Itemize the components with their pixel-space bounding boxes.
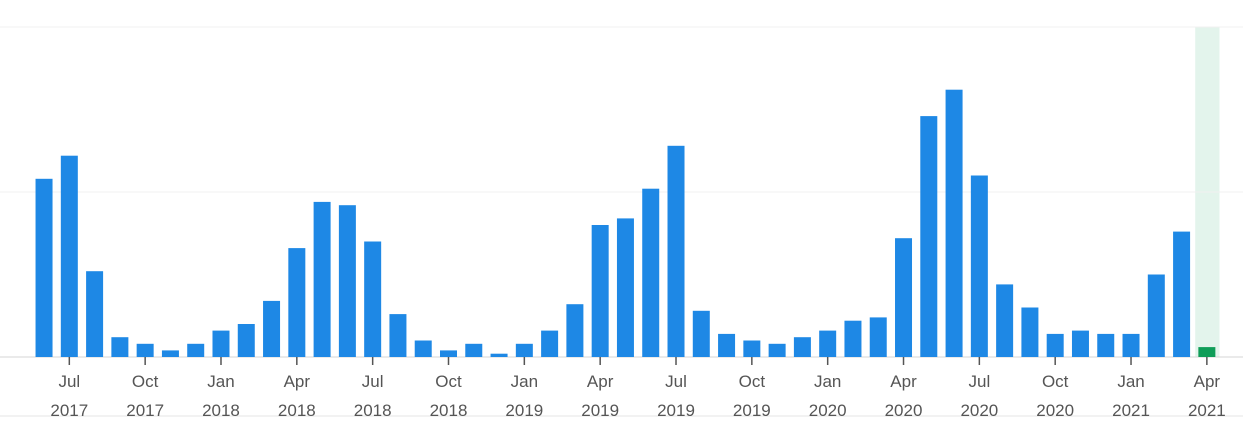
bar bbox=[136, 343, 154, 357]
x-tick-label: Jul 2020 bbox=[960, 372, 998, 420]
bar bbox=[263, 300, 281, 357]
x-tick-label: Apr 2021 bbox=[1188, 372, 1226, 420]
bar bbox=[338, 205, 356, 357]
x-tick-label: Jan 2019 bbox=[505, 372, 543, 420]
x-tick-label-line: 2018 bbox=[354, 401, 392, 420]
x-tick-label: Oct 2018 bbox=[430, 372, 468, 420]
bar bbox=[996, 284, 1014, 357]
bar bbox=[667, 145, 685, 357]
bar bbox=[161, 350, 179, 357]
bar bbox=[1198, 347, 1216, 357]
x-tick-label-line: Apr bbox=[890, 372, 917, 391]
x-tick-label-line: 2021 bbox=[1112, 401, 1150, 420]
bar bbox=[439, 350, 457, 357]
x-tick-label-line: Oct bbox=[132, 372, 159, 391]
x-tick-label-line: 2021 bbox=[1188, 401, 1226, 420]
bar bbox=[111, 337, 129, 357]
bar bbox=[743, 340, 761, 357]
x-tick-label-line: Jul bbox=[968, 372, 990, 391]
x-tick-label-line: 2020 bbox=[1036, 401, 1074, 420]
bar bbox=[566, 304, 584, 357]
x-tick-label-line: 2018 bbox=[430, 401, 468, 420]
x-tick-label-line: Jul bbox=[362, 372, 384, 391]
bar bbox=[490, 353, 508, 357]
x-tick-label: Apr 2019 bbox=[581, 372, 619, 420]
bar bbox=[642, 188, 660, 357]
x-tick-label: Apr 2018 bbox=[278, 372, 316, 420]
bar bbox=[288, 248, 306, 357]
x-tick-label-line: Jan bbox=[511, 372, 538, 391]
x-tick-label-line: 2020 bbox=[960, 401, 998, 420]
x-tick-label-line: Jul bbox=[58, 372, 80, 391]
x-tick-label-line: 2017 bbox=[126, 401, 164, 420]
bar bbox=[35, 178, 53, 357]
bar bbox=[895, 238, 913, 357]
x-tick-label: Jan 2021 bbox=[1112, 372, 1150, 420]
x-tick-label-line: 2017 bbox=[50, 401, 88, 420]
bar bbox=[389, 314, 407, 357]
x-tick-label: Jul 2019 bbox=[657, 372, 695, 420]
x-tick-label: Jul 2018 bbox=[354, 372, 392, 420]
x-tick-label-line: Oct bbox=[739, 372, 766, 391]
x-tick-label-line: Oct bbox=[435, 372, 462, 391]
x-tick-label-line: Apr bbox=[284, 372, 311, 391]
bar bbox=[1173, 231, 1191, 357]
bar bbox=[945, 89, 963, 357]
bar bbox=[768, 343, 786, 357]
x-tick-label: Oct 2019 bbox=[733, 372, 771, 420]
bar bbox=[1122, 333, 1140, 357]
bar bbox=[616, 218, 634, 357]
bar bbox=[364, 241, 382, 357]
bar bbox=[212, 330, 230, 357]
x-tick-label-line: Oct bbox=[1042, 372, 1069, 391]
x-tick-label-line: 2020 bbox=[885, 401, 923, 420]
x-tick-label-line: 2019 bbox=[505, 401, 543, 420]
bar bbox=[86, 271, 104, 357]
bar bbox=[1021, 307, 1039, 357]
x-tick-label-line: Apr bbox=[587, 372, 614, 391]
bar bbox=[819, 330, 837, 357]
bar bbox=[1071, 330, 1089, 357]
bar bbox=[541, 330, 559, 357]
x-tick-label-line: Jul bbox=[665, 372, 687, 391]
x-tick-label-line: 2019 bbox=[733, 401, 771, 420]
x-tick-label-line: 2019 bbox=[657, 401, 695, 420]
bar bbox=[414, 340, 432, 357]
bar bbox=[60, 155, 78, 357]
x-tick-label: Jul 2017 bbox=[50, 372, 88, 420]
x-tick-label-line: 2018 bbox=[278, 401, 316, 420]
bar bbox=[793, 337, 811, 357]
bar bbox=[970, 175, 988, 357]
x-tick-label: Oct 2020 bbox=[1036, 372, 1074, 420]
x-tick-label-line: Jan bbox=[1117, 372, 1144, 391]
bar bbox=[1046, 333, 1064, 357]
bar bbox=[844, 320, 862, 357]
x-tick-label: Jan 2020 bbox=[809, 372, 847, 420]
bar bbox=[515, 343, 533, 357]
bar bbox=[237, 324, 255, 357]
x-tick-label: Apr 2020 bbox=[885, 372, 923, 420]
x-tick-label-line: 2020 bbox=[809, 401, 847, 420]
x-tick-label: Oct 2017 bbox=[126, 372, 164, 420]
bar bbox=[718, 333, 736, 357]
x-tick-label-line: Apr bbox=[1194, 372, 1221, 391]
x-tick-label-line: Jan bbox=[207, 372, 234, 391]
bar bbox=[920, 116, 938, 357]
bar bbox=[591, 225, 609, 357]
bar bbox=[313, 201, 331, 357]
x-tick-label-line: Jan bbox=[814, 372, 841, 391]
x-tick-label: Jan 2018 bbox=[202, 372, 240, 420]
bar bbox=[1097, 333, 1115, 357]
x-tick-label-line: 2018 bbox=[202, 401, 240, 420]
bar bbox=[869, 317, 887, 357]
bar bbox=[187, 343, 205, 357]
x-tick-label-line: 2019 bbox=[581, 401, 619, 420]
bar bbox=[692, 310, 710, 357]
bar bbox=[1147, 274, 1165, 357]
bar bbox=[465, 343, 483, 357]
